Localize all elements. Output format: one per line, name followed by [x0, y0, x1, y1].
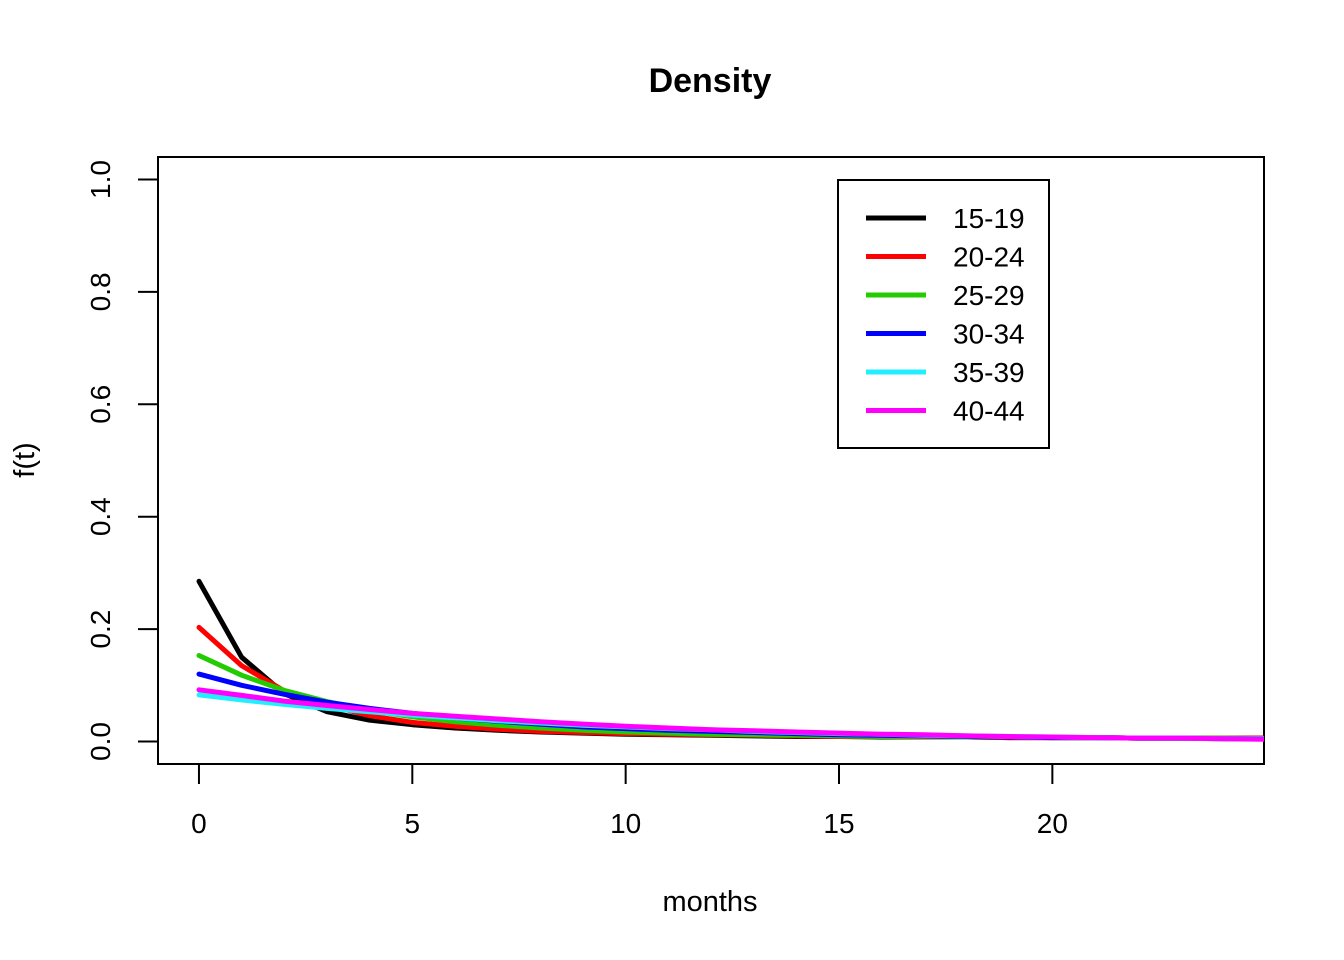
y-tick-label: 0.4: [85, 497, 116, 536]
legend-label-15-19: 15-19: [953, 203, 1025, 234]
series-line-20-24: [196, 624, 1264, 741]
plot-area-frame: [157, 156, 1265, 765]
y-tick-label: 1.0: [85, 160, 116, 199]
x-tick-label: 0: [191, 808, 207, 839]
series-line-25-29: [196, 653, 1264, 742]
x-tick-label: 15: [823, 808, 854, 839]
x-tick-label: 20: [1037, 808, 1068, 839]
legend-box: [837, 179, 1050, 449]
legend-label-35-39: 35-39: [953, 357, 1025, 388]
y-tick-label: 0.2: [85, 610, 116, 649]
chart-title: Density: [649, 62, 772, 100]
series-layer: [196, 578, 1264, 742]
y-tick-label: 0.8: [85, 272, 116, 311]
x-axis: 0 5 10 15 20: [191, 763, 1068, 839]
legend: 15-19 20-24 25-29 30-34 35-39 40-44: [837, 179, 1050, 449]
x-tick-label: 5: [405, 808, 421, 839]
x-axis-label: months: [662, 886, 757, 918]
y-tick-label: 0.6: [85, 385, 116, 424]
y-axis-label: f(t): [9, 442, 41, 477]
legend-label-40-44: 40-44: [953, 396, 1025, 427]
y-axis: 0.0 0.2 0.4 0.6 0.8 1.0: [85, 160, 159, 761]
x-tick-label: 10: [610, 808, 641, 839]
legend-label-30-34: 30-34: [953, 319, 1025, 350]
legend-label-25-29: 25-29: [953, 280, 1025, 311]
series-line-40-44: [196, 687, 1264, 742]
legend-label-20-24: 20-24: [953, 242, 1025, 273]
y-tick-label: 0.0: [85, 722, 116, 761]
